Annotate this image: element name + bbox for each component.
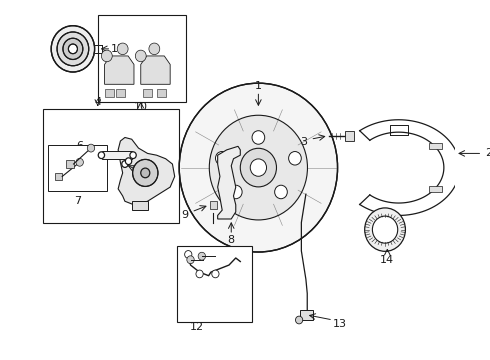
Bar [143,89,152,97]
Bar [429,143,442,149]
Polygon shape [218,146,240,219]
Text: 13: 13 [333,319,347,329]
Circle shape [212,270,219,278]
Polygon shape [141,56,170,84]
Circle shape [69,44,77,54]
Circle shape [179,83,338,252]
Circle shape [117,43,128,55]
Circle shape [216,152,228,165]
Circle shape [125,158,132,165]
Circle shape [250,159,267,176]
Bar [48,145,107,191]
Circle shape [141,168,150,178]
Circle shape [252,131,265,144]
Text: 12: 12 [190,322,204,332]
Circle shape [101,50,112,62]
Circle shape [240,148,276,187]
Circle shape [196,270,203,278]
Text: 6: 6 [76,141,83,151]
Circle shape [372,216,398,243]
Circle shape [63,38,83,59]
Text: 2: 2 [486,148,490,158]
Text: 3: 3 [300,137,307,147]
Polygon shape [104,56,134,84]
Circle shape [295,316,303,324]
Text: 1: 1 [255,81,262,91]
Circle shape [76,158,83,166]
Bar [98,15,186,102]
Circle shape [149,43,160,55]
Circle shape [135,50,146,62]
Bar [104,89,114,97]
Circle shape [187,256,194,264]
Circle shape [122,161,128,167]
Circle shape [98,152,104,158]
Bar [44,109,179,222]
Polygon shape [132,201,147,210]
Bar [345,131,354,141]
Text: 14: 14 [380,255,394,265]
Circle shape [209,115,307,220]
Bar [177,246,251,322]
Bar [300,310,313,320]
Circle shape [289,152,301,165]
Circle shape [130,152,136,158]
Bar [66,160,74,168]
Circle shape [229,185,242,199]
Text: 7: 7 [74,196,81,206]
Text: 9: 9 [181,211,188,220]
Circle shape [185,251,192,258]
Text: 4: 4 [94,97,101,107]
Circle shape [57,32,89,66]
Circle shape [51,26,95,72]
Circle shape [365,208,405,251]
Bar [102,151,132,159]
Text: 8: 8 [228,235,235,245]
Text: 5: 5 [144,171,151,181]
Circle shape [87,144,95,152]
Circle shape [275,185,287,199]
Bar [210,201,217,209]
Circle shape [198,252,205,260]
Bar [157,89,166,97]
Circle shape [133,159,158,186]
Text: 10: 10 [134,102,148,112]
Bar [55,172,62,180]
Polygon shape [118,138,175,205]
Text: 11: 11 [111,44,125,54]
Bar [429,186,442,192]
Bar [116,89,125,97]
